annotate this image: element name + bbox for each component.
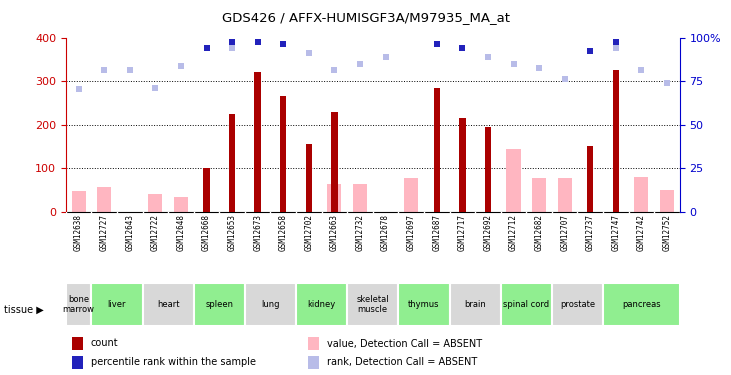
Text: GSM12707: GSM12707 bbox=[560, 214, 569, 251]
Text: GSM12727: GSM12727 bbox=[99, 214, 109, 251]
Text: GSM12638: GSM12638 bbox=[74, 214, 83, 251]
Text: spinal cord: spinal cord bbox=[503, 300, 550, 309]
Bar bbox=[97, 187, 111, 212]
Bar bbox=[459, 118, 466, 212]
Bar bbox=[174, 198, 188, 212]
Text: GDS426 / AFFX-HUMISGF3A/M97935_MA_at: GDS426 / AFFX-HUMISGF3A/M97935_MA_at bbox=[221, 11, 510, 24]
Bar bbox=[148, 194, 162, 212]
Bar bbox=[306, 144, 312, 212]
Bar bbox=[404, 178, 418, 212]
Text: GSM12742: GSM12742 bbox=[637, 214, 646, 251]
Bar bbox=[72, 191, 86, 212]
Text: GSM12668: GSM12668 bbox=[202, 214, 211, 251]
Text: GSM12722: GSM12722 bbox=[151, 214, 160, 251]
Bar bbox=[433, 88, 440, 212]
Bar bbox=[143, 283, 194, 326]
Text: skeletal
muscle: skeletal muscle bbox=[357, 295, 389, 314]
Text: prostate: prostate bbox=[560, 300, 595, 309]
Bar bbox=[660, 190, 674, 212]
Text: GSM12648: GSM12648 bbox=[176, 214, 186, 251]
Bar bbox=[229, 114, 235, 212]
Bar bbox=[308, 337, 319, 350]
Text: spleen: spleen bbox=[205, 300, 233, 309]
Bar bbox=[558, 178, 572, 212]
Text: GSM12687: GSM12687 bbox=[432, 214, 442, 251]
Text: percentile rank within the sample: percentile rank within the sample bbox=[91, 357, 256, 368]
Text: GSM12712: GSM12712 bbox=[509, 214, 518, 251]
Bar bbox=[308, 356, 319, 369]
Bar bbox=[296, 283, 347, 326]
Bar bbox=[91, 283, 143, 326]
Bar bbox=[66, 283, 91, 326]
Text: GSM12663: GSM12663 bbox=[330, 214, 339, 251]
Text: kidney: kidney bbox=[308, 300, 336, 309]
Text: value, Detection Call = ABSENT: value, Detection Call = ABSENT bbox=[327, 339, 482, 348]
Text: GSM12747: GSM12747 bbox=[611, 214, 621, 251]
Text: GSM12737: GSM12737 bbox=[586, 214, 595, 251]
Bar bbox=[203, 168, 210, 212]
Bar bbox=[245, 283, 296, 326]
Bar bbox=[327, 183, 341, 212]
Bar bbox=[635, 177, 648, 212]
Text: bone
marrow: bone marrow bbox=[63, 295, 94, 314]
Text: liver: liver bbox=[107, 300, 126, 309]
Bar bbox=[72, 337, 83, 350]
Bar bbox=[72, 356, 83, 369]
Text: lung: lung bbox=[261, 300, 280, 309]
Bar bbox=[507, 148, 520, 212]
Bar bbox=[552, 283, 603, 326]
Text: GSM12673: GSM12673 bbox=[253, 214, 262, 251]
Text: GSM12752: GSM12752 bbox=[662, 214, 672, 251]
Bar bbox=[331, 112, 338, 212]
Text: brain: brain bbox=[464, 300, 486, 309]
Bar bbox=[613, 70, 619, 212]
Text: GSM12692: GSM12692 bbox=[483, 214, 493, 251]
Text: GSM12697: GSM12697 bbox=[406, 214, 416, 251]
Text: GSM12678: GSM12678 bbox=[381, 214, 390, 251]
Text: pancreas: pancreas bbox=[622, 300, 661, 309]
Bar bbox=[450, 283, 501, 326]
Bar bbox=[587, 147, 594, 212]
Text: GSM12658: GSM12658 bbox=[279, 214, 288, 251]
Text: thymus: thymus bbox=[408, 300, 440, 309]
Text: GSM12643: GSM12643 bbox=[125, 214, 135, 251]
Text: heart: heart bbox=[157, 300, 179, 309]
Text: tissue ▶: tissue ▶ bbox=[4, 304, 43, 314]
Bar bbox=[254, 72, 261, 212]
Bar bbox=[501, 283, 552, 326]
Bar bbox=[532, 178, 546, 212]
Bar bbox=[194, 283, 245, 326]
Text: GSM12717: GSM12717 bbox=[458, 214, 467, 251]
Bar bbox=[347, 283, 398, 326]
Text: GSM12653: GSM12653 bbox=[227, 214, 237, 251]
Bar bbox=[398, 283, 450, 326]
Bar bbox=[353, 183, 367, 212]
Text: rank, Detection Call = ABSENT: rank, Detection Call = ABSENT bbox=[327, 357, 477, 368]
Text: count: count bbox=[91, 339, 118, 348]
Bar bbox=[485, 127, 491, 212]
Bar bbox=[280, 96, 287, 212]
Bar bbox=[603, 283, 680, 326]
Text: GSM12732: GSM12732 bbox=[355, 214, 365, 251]
Text: GSM12702: GSM12702 bbox=[304, 214, 314, 251]
Text: GSM12682: GSM12682 bbox=[534, 214, 544, 251]
